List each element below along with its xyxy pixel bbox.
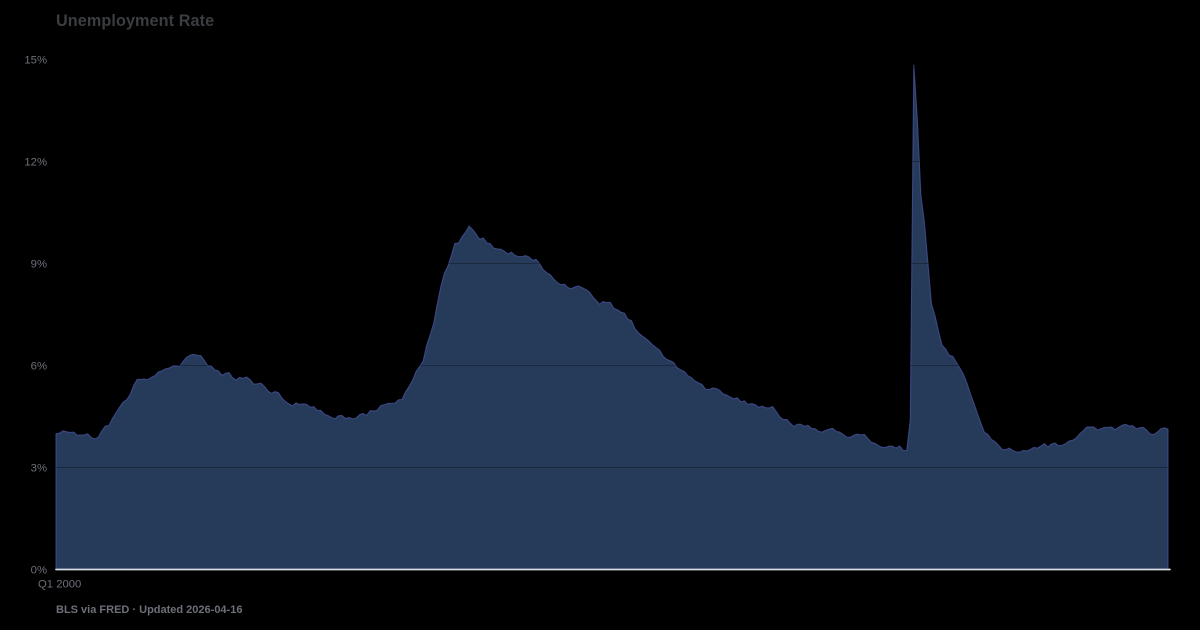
svg-text:6%: 6% [31,361,47,373]
svg-text:0%: 0% [31,565,47,577]
svg-text:Q1 2000: Q1 2000 [38,579,81,591]
svg-text:3%: 3% [31,463,47,475]
svg-text:12%: 12% [24,157,47,169]
svg-text:15%: 15% [24,55,47,67]
svg-text:9%: 9% [31,259,47,271]
